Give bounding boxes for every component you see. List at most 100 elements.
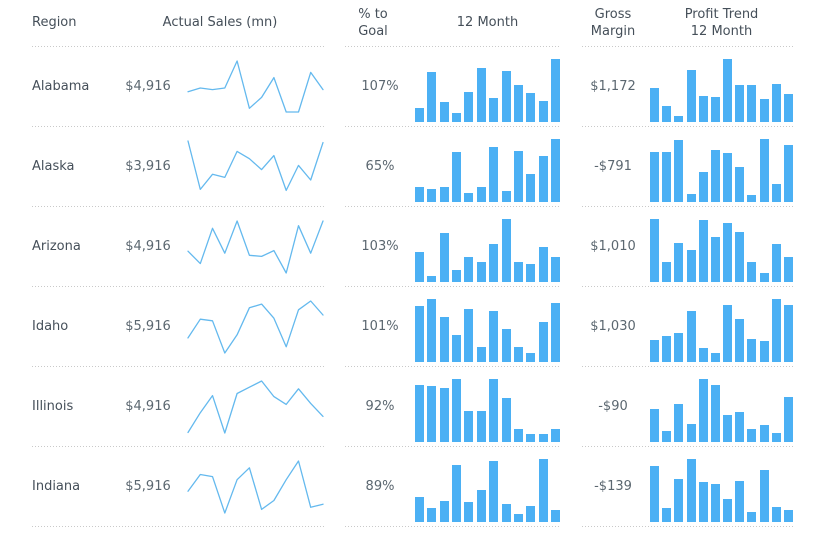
twelve-month-bar-sparkline[interactable] — [415, 459, 560, 522]
twelve-month-bar-sparkline[interactable] — [415, 139, 560, 202]
bar[interactable] — [759, 273, 769, 282]
bar[interactable] — [439, 388, 449, 442]
bar[interactable] — [476, 490, 486, 522]
bar[interactable] — [662, 431, 672, 442]
bar[interactable] — [452, 152, 462, 202]
bar[interactable] — [538, 322, 548, 362]
bar[interactable] — [452, 465, 462, 522]
bar[interactable] — [415, 306, 424, 362]
bar[interactable] — [526, 506, 536, 522]
bar[interactable] — [513, 151, 523, 202]
bar[interactable] — [674, 140, 684, 202]
bar[interactable] — [674, 479, 684, 522]
bar[interactable] — [415, 497, 424, 522]
bar[interactable] — [501, 191, 511, 202]
sales-line-sparkline[interactable] — [186, 215, 325, 279]
bar[interactable] — [698, 348, 708, 362]
bar[interactable] — [735, 412, 745, 442]
bar[interactable] — [476, 68, 486, 122]
bar[interactable] — [452, 113, 462, 122]
bar[interactable] — [513, 85, 523, 122]
bar[interactable] — [415, 187, 424, 202]
bar[interactable] — [538, 459, 548, 522]
bar[interactable] — [759, 139, 769, 202]
bar[interactable] — [427, 276, 437, 282]
bar[interactable] — [783, 145, 793, 202]
bar[interactable] — [464, 92, 474, 122]
bar[interactable] — [550, 429, 560, 442]
sales-line-sparkline[interactable] — [186, 455, 325, 519]
bar[interactable] — [686, 250, 696, 282]
bar[interactable] — [650, 409, 659, 442]
profit-trend-bar-sparkline[interactable] — [650, 459, 793, 522]
bar[interactable] — [452, 335, 462, 362]
bar[interactable] — [452, 270, 462, 282]
bar[interactable] — [650, 466, 659, 522]
bar[interactable] — [662, 106, 672, 122]
bar[interactable] — [747, 339, 757, 362]
bar[interactable] — [759, 341, 769, 362]
bar[interactable] — [698, 96, 708, 122]
bar[interactable] — [427, 189, 437, 202]
twelve-month-bar-sparkline[interactable] — [415, 299, 560, 362]
bar[interactable] — [550, 59, 560, 122]
bar[interactable] — [427, 72, 437, 122]
bar[interactable] — [710, 353, 720, 362]
profit-trend-bar-sparkline[interactable] — [650, 379, 793, 442]
bar[interactable] — [415, 385, 424, 442]
bar[interactable] — [747, 429, 757, 442]
bar[interactable] — [513, 347, 523, 362]
bar[interactable] — [771, 299, 781, 362]
bar[interactable] — [501, 71, 511, 122]
profit-trend-bar-sparkline[interactable] — [650, 59, 793, 122]
bar[interactable] — [489, 461, 499, 522]
bar[interactable] — [686, 194, 696, 202]
bar[interactable] — [464, 309, 474, 362]
sales-line-sparkline[interactable] — [186, 375, 325, 439]
bar[interactable] — [464, 502, 474, 522]
bar[interactable] — [513, 429, 523, 442]
profit-trend-bar-sparkline[interactable] — [650, 299, 793, 362]
bar[interactable] — [550, 257, 560, 282]
bar[interactable] — [723, 499, 733, 522]
bar[interactable] — [476, 411, 486, 442]
bar[interactable] — [783, 94, 793, 122]
bar[interactable] — [747, 195, 757, 202]
bar[interactable] — [526, 434, 536, 442]
bar[interactable] — [710, 385, 720, 442]
bar[interactable] — [489, 147, 499, 202]
bar[interactable] — [550, 139, 560, 202]
bar[interactable] — [662, 262, 672, 282]
bar[interactable] — [526, 353, 536, 362]
sales-line-sparkline[interactable] — [186, 295, 325, 359]
bar[interactable] — [662, 336, 672, 362]
bar[interactable] — [735, 319, 745, 362]
bar[interactable] — [439, 187, 449, 202]
bar[interactable] — [650, 152, 659, 202]
bar[interactable] — [439, 233, 449, 282]
bar[interactable] — [427, 299, 437, 362]
bar[interactable] — [723, 223, 733, 282]
bar[interactable] — [698, 172, 708, 202]
bar[interactable] — [698, 482, 708, 522]
bar[interactable] — [698, 379, 708, 442]
bar[interactable] — [747, 85, 757, 122]
bar[interactable] — [710, 97, 720, 122]
bar[interactable] — [783, 257, 793, 282]
bar[interactable] — [526, 264, 536, 282]
bar[interactable] — [735, 232, 745, 282]
bar[interactable] — [427, 508, 437, 522]
bar[interactable] — [452, 379, 462, 442]
bar[interactable] — [710, 484, 720, 522]
bar[interactable] — [662, 508, 672, 522]
bar[interactable] — [476, 262, 486, 282]
bar[interactable] — [747, 512, 757, 522]
bar[interactable] — [771, 433, 781, 442]
bar[interactable] — [771, 507, 781, 522]
bar[interactable] — [513, 514, 523, 522]
bar[interactable] — [662, 152, 672, 202]
bar[interactable] — [783, 510, 793, 522]
bar[interactable] — [698, 220, 708, 282]
bar[interactable] — [550, 510, 560, 522]
bar[interactable] — [501, 219, 511, 282]
